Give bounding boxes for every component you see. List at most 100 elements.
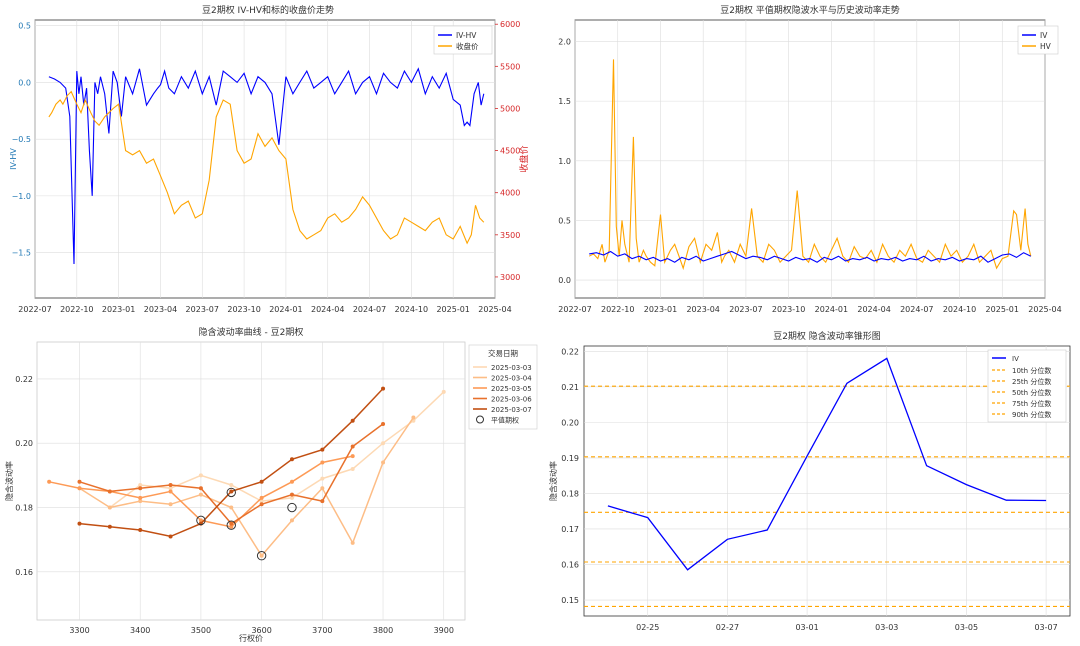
y-tick-label: 0.21 — [561, 383, 579, 392]
x-tick-label: 2023-10 — [772, 305, 805, 314]
smile-point — [198, 486, 203, 491]
smile-point — [259, 479, 264, 484]
y-left-label: IV-HV — [9, 148, 18, 170]
smile-point — [320, 486, 325, 491]
smile-point — [138, 486, 143, 491]
y-tick-label: 0.18 — [15, 504, 33, 513]
smile-point — [381, 386, 386, 391]
smile-point — [198, 473, 203, 478]
legend-label: 2025-03-05 — [491, 385, 532, 393]
y-tick-label: 0.22 — [15, 375, 33, 384]
smile-line — [79, 417, 415, 557]
y-tick-label: 1.5 — [558, 97, 571, 106]
y-axis-label: 隐含波动率 — [4, 461, 14, 501]
x-tick-label: 2023-10 — [227, 305, 260, 314]
legend-label: IV — [1012, 355, 1019, 363]
y-tick-label: 0.22 — [561, 347, 579, 356]
y-right-tick-label: 5000 — [500, 104, 520, 113]
y-axis-label: 隐含波动率 — [548, 461, 558, 501]
smile-point — [77, 521, 82, 526]
series-line-close-price — [48, 90, 485, 245]
x-tick-label: 3500 — [191, 626, 211, 635]
smile-point — [107, 489, 112, 494]
smile-point — [350, 540, 355, 545]
smile-point — [229, 489, 234, 494]
x-tick-label: 3400 — [130, 626, 150, 635]
smile-point — [229, 483, 234, 488]
smile-point — [320, 476, 325, 481]
x-tick-label: 2023-07 — [186, 305, 219, 314]
legend-atm-swatch — [476, 415, 484, 424]
x-tick-label: 2023-04 — [144, 305, 177, 314]
smile-point — [289, 492, 294, 497]
plot-frame — [574, 19, 1046, 299]
smile-point — [259, 495, 264, 500]
legend-label: 2025-03-07 — [491, 406, 532, 414]
x-tick-label: 3700 — [312, 626, 332, 635]
x-tick-label: 03-07 — [1034, 623, 1057, 632]
smile-point — [77, 479, 82, 484]
smile-point — [168, 483, 173, 488]
chart-title: 隐含波动率曲线 - 豆2期权 — [199, 326, 304, 338]
x-tick-label: 02-25 — [636, 623, 659, 632]
smile-point — [229, 505, 234, 510]
atm-marker — [226, 487, 236, 498]
legend-label: 2025-03-06 — [491, 396, 532, 404]
y-tick-label: 0.17 — [561, 525, 579, 534]
smile-point — [107, 505, 112, 510]
chart-title: 豆2期权 隐含波动率锥形图 — [773, 330, 881, 342]
legend-label: 2025-03-03 — [491, 364, 532, 372]
x-tick-label: 2023-01 — [644, 305, 677, 314]
smile-point — [198, 492, 203, 497]
x-tick-label: 2024-01 — [815, 305, 848, 314]
smile-point — [107, 524, 112, 529]
y-left-tick-label: −1.5 — [12, 249, 31, 258]
x-tick-label: 2022-07 — [558, 305, 591, 314]
plot-frame — [34, 19, 496, 299]
y-left-tick-label: −1.0 — [12, 192, 31, 201]
x-tick-label: 2024-10 — [943, 305, 976, 314]
series-line-hv — [588, 59, 1032, 271]
smile-point — [411, 415, 416, 420]
y-tick-label: 0.20 — [561, 418, 579, 427]
x-tick-label: 2024-04 — [857, 305, 890, 314]
series-line-iv-hv — [48, 67, 485, 265]
legend-label: HV — [1040, 42, 1052, 51]
x-tick-label: 2025-01 — [436, 305, 469, 314]
iv-smile-chart: 3300 3400 3500 3600 3700 3800 3900 0.22 0.20 0.18… — [4, 326, 538, 643]
chart-title: 豆2期权 平值期权隐波水平与历史波动率走势 — [720, 4, 900, 16]
y-tick-label: 0.16 — [15, 568, 33, 577]
y-tick-label: 0.19 — [561, 454, 579, 463]
smile-point — [289, 495, 294, 500]
x-tick-label: 02-27 — [716, 623, 739, 632]
y-right-tick-label: 4000 — [500, 189, 520, 198]
x-tick-label: 2023-01 — [102, 305, 135, 314]
iv-cone-chart: 02-25 02-27 03-01 03-03 03-05 03-07 0.22 0.21 0.… — [548, 330, 1071, 632]
smile-point — [168, 534, 173, 539]
smile-point — [350, 454, 355, 459]
atm-marker — [196, 515, 206, 526]
legend-label: 2025-03-04 — [491, 375, 532, 383]
smile-point — [320, 460, 325, 465]
smile-point — [138, 528, 143, 533]
x-tick-label: 2024-10 — [395, 305, 428, 314]
x-tick-label: 03-01 — [795, 623, 818, 632]
x-axis-label: 行权价 — [239, 633, 263, 643]
x-tick-label: 03-05 — [955, 623, 978, 632]
smile-point — [381, 421, 386, 426]
smile-point — [381, 460, 386, 465]
x-tick-label: 2025-04 — [1028, 305, 1061, 314]
y-tick-label: 2.0 — [558, 37, 571, 46]
legend-box — [468, 344, 538, 430]
x-tick-label: 2024-04 — [311, 305, 344, 314]
x-tick-label: 2022-10 — [601, 305, 634, 314]
legend-label: 10th 分位数 — [1012, 366, 1051, 375]
y-left-tick-label: −0.5 — [12, 135, 31, 144]
x-tick-label: 2024-07 — [353, 305, 386, 314]
smile-point — [259, 553, 264, 558]
smile-point — [229, 524, 234, 529]
x-tick-label: 3300 — [69, 626, 89, 635]
smile-point — [350, 418, 355, 423]
x-tick-label: 3800 — [373, 626, 393, 635]
x-tick-label: 2024-01 — [269, 305, 302, 314]
